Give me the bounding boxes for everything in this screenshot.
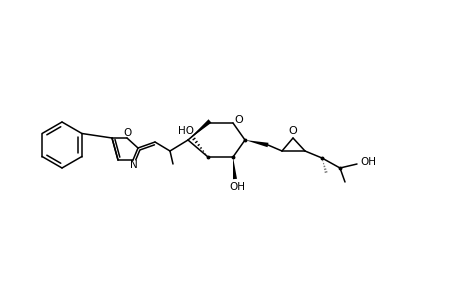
- Text: OH: OH: [229, 182, 245, 192]
- Text: O: O: [288, 126, 297, 136]
- Text: O: O: [123, 128, 132, 138]
- Polygon shape: [233, 157, 236, 179]
- Text: N: N: [130, 160, 138, 170]
- Polygon shape: [245, 140, 268, 147]
- Text: O: O: [234, 115, 243, 125]
- Text: HO: HO: [178, 126, 194, 136]
- Polygon shape: [188, 119, 211, 140]
- Text: OH: OH: [359, 157, 375, 167]
